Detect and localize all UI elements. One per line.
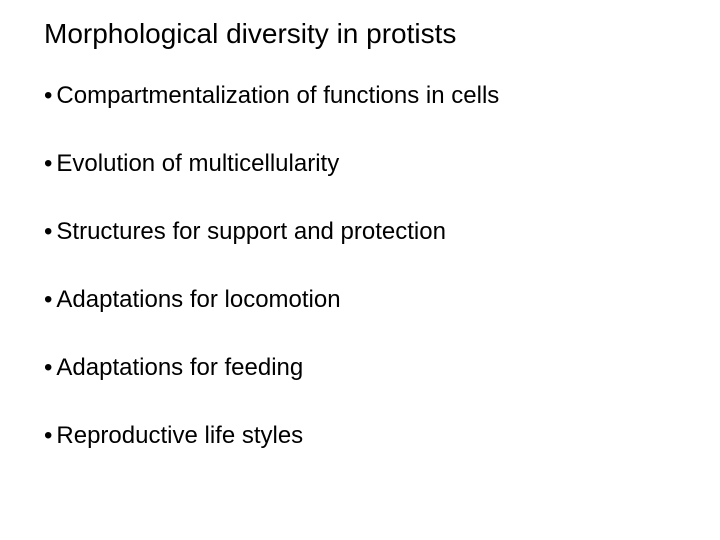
bullet-text: Compartmentalization of functions in cel…: [56, 82, 499, 110]
bullet-text: Evolution of multicellularity: [56, 150, 339, 178]
slide: Morphological diversity in protists • Co…: [0, 0, 720, 540]
bullet-item: • Compartmentalization of functions in c…: [44, 82, 720, 110]
bullet-item: • Adaptations for feeding: [44, 354, 720, 382]
bullet-text: Adaptations for locomotion: [56, 286, 340, 314]
bullet-icon: •: [44, 286, 52, 314]
bullet-text: Reproductive life styles: [56, 422, 303, 450]
bullet-icon: •: [44, 150, 52, 178]
bullet-item: • Reproductive life styles: [44, 422, 720, 450]
bullet-text: Adaptations for feeding: [56, 354, 303, 382]
bullet-icon: •: [44, 82, 52, 110]
bullet-icon: •: [44, 354, 52, 382]
bullet-icon: •: [44, 218, 52, 246]
bullet-item: • Structures for support and protection: [44, 218, 720, 246]
bullet-item: • Evolution of multicellularity: [44, 150, 720, 178]
bullet-icon: •: [44, 422, 52, 450]
bullet-item: • Adaptations for locomotion: [44, 286, 720, 314]
bullet-text: Structures for support and protection: [56, 218, 446, 246]
slide-title: Morphological diversity in protists: [44, 18, 720, 50]
